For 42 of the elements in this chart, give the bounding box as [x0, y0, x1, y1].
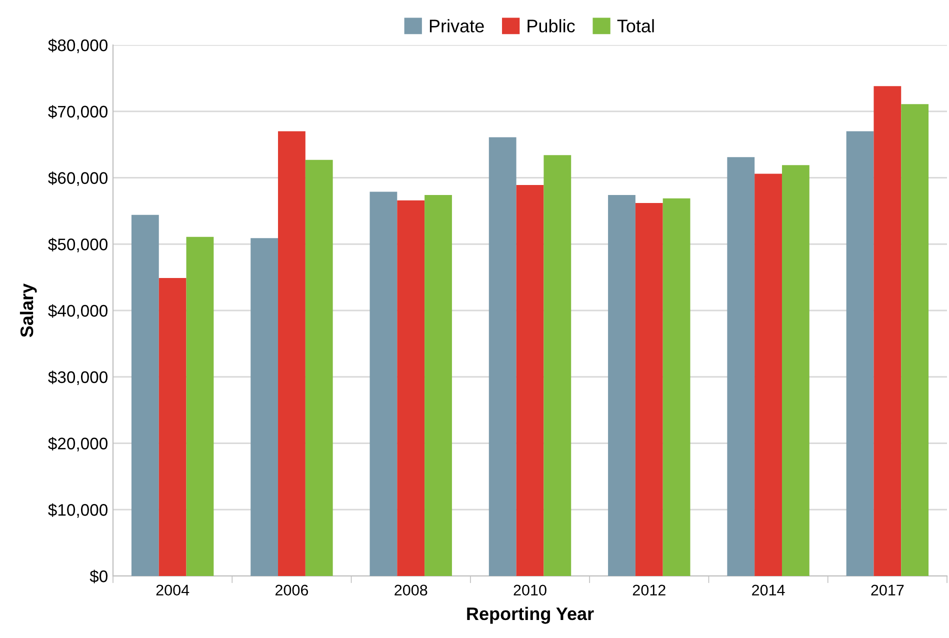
bar — [131, 214, 159, 576]
bar — [608, 195, 636, 576]
bar — [727, 157, 755, 576]
bar — [158, 278, 186, 576]
legend-label: Total — [617, 19, 654, 32]
x-tick-label: 2014 — [752, 584, 785, 596]
bar — [488, 137, 516, 576]
bar — [846, 131, 874, 576]
x-tick-label: 2017 — [871, 584, 904, 596]
y-tick-label: $0 — [90, 570, 108, 584]
y-tick-label: $70,000 — [48, 105, 108, 120]
x-axis-title: Reporting Year — [467, 606, 594, 624]
bar — [782, 165, 810, 576]
y-tick-label: $60,000 — [48, 171, 108, 186]
bar — [662, 198, 690, 576]
bar — [901, 104, 929, 576]
bar — [186, 236, 214, 576]
x-tick-label: 2012 — [632, 584, 666, 596]
x-tick-label: 2008 — [394, 584, 428, 596]
bar — [278, 131, 306, 576]
bar — [250, 238, 278, 576]
bar — [370, 192, 398, 576]
x-tick-label: 2006 — [275, 584, 308, 596]
y-tick-label: $80,000 — [48, 38, 108, 54]
bar — [516, 185, 544, 576]
bar — [635, 202, 663, 576]
y-axis-title: Salary — [20, 283, 37, 338]
x-tick-label: 2010 — [514, 584, 546, 596]
bar — [397, 200, 425, 576]
y-tick-label: $30,000 — [48, 370, 108, 386]
bar — [874, 86, 902, 576]
legend-label: Private — [430, 19, 484, 32]
y-tick-label: $20,000 — [48, 436, 108, 452]
legend-label: Public — [528, 19, 575, 32]
x-tick-label: 2004 — [156, 584, 190, 596]
bar — [754, 174, 782, 576]
bar — [305, 160, 333, 576]
y-tick-label: $40,000 — [48, 304, 108, 319]
y-tick-label: $50,000 — [48, 238, 108, 252]
bar — [544, 155, 572, 576]
y-tick-label: $10,000 — [48, 503, 108, 518]
bar — [424, 195, 452, 576]
